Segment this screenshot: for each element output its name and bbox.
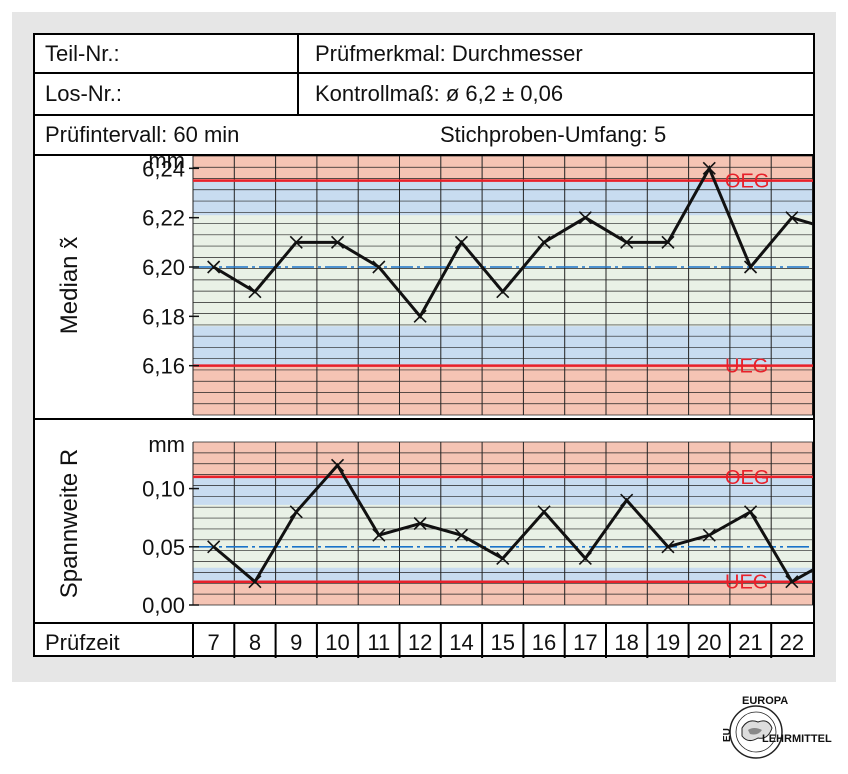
oeg-label: OEG	[725, 171, 769, 193]
data-point	[578, 551, 592, 565]
time-label: 12	[408, 630, 432, 655]
series	[207, 161, 813, 323]
ueg-label: UEG	[725, 572, 768, 594]
time-label: 21	[738, 630, 762, 655]
data-point	[413, 309, 427, 323]
data-point	[330, 458, 345, 472]
data-point	[785, 211, 799, 225]
data-point	[661, 540, 675, 554]
header-divider	[297, 74, 299, 114]
series-line	[212, 462, 813, 585]
lower-warning-band	[193, 581, 813, 605]
data-point	[248, 575, 262, 589]
los-nr-label: Los-Nr.:	[45, 81, 123, 106]
oeg-label: OEG	[725, 467, 769, 489]
data-point	[330, 235, 345, 249]
data-point	[207, 540, 221, 554]
y-axis-title: Spannweite R	[56, 449, 83, 598]
data-point	[537, 505, 551, 519]
y-axis-title: Median x̃	[56, 237, 83, 334]
time-label: 15	[491, 630, 515, 655]
y-tick-label: 0,05	[142, 535, 185, 560]
time-label: 20	[697, 630, 721, 655]
data-point	[620, 235, 634, 249]
europa-lehrmittel-logo: EUROPA EU LEHRMITTEL	[722, 695, 832, 759]
control-chart-card: Teil-Nr.: Prüfmerkmal: Durchmesser Los-N…	[33, 33, 815, 658]
logo-side-text: EU	[722, 728, 733, 742]
data-point	[207, 260, 221, 274]
unit-label: mm	[148, 432, 185, 457]
time-label: 19	[656, 630, 680, 655]
lower-warning-band	[193, 365, 813, 415]
upper-warning-band	[193, 442, 813, 477]
data-point	[413, 516, 427, 531]
time-label: 8	[249, 630, 261, 655]
y-tick-label: 6,18	[142, 304, 185, 329]
range-chart: OEG UEG 0,10 0,05 0,00 mm Spannweite R	[35, 418, 813, 618]
data-point	[289, 505, 303, 519]
median-chart: OEG UEG 6,24 6,22 6,20 6,18 6,16 mm Median x̃	[56, 156, 813, 416]
center-band	[193, 215, 813, 327]
header-row-1: Teil-Nr.: Prüfmerkmal: Durchmesser	[35, 35, 813, 74]
y-tick-label: 0,00	[142, 593, 185, 618]
data-point	[537, 235, 551, 249]
y-tick-label: 6,16	[142, 354, 185, 379]
time-label: 7	[208, 630, 220, 655]
header-divider	[297, 35, 299, 72]
data-point	[289, 235, 303, 249]
teil-nr-label: Teil-Nr.:	[45, 40, 120, 66]
logo-right-text: LEHRMITTEL	[762, 733, 832, 745]
data-point	[454, 235, 469, 249]
pruefzeit-label: Prüfzeit	[45, 630, 120, 655]
data-point	[743, 505, 758, 519]
data-point	[785, 575, 799, 589]
data-point	[578, 211, 592, 225]
data-point	[496, 285, 510, 299]
time-label: 11	[367, 630, 390, 655]
time-label: 16	[532, 630, 556, 655]
time-label: 22	[780, 630, 804, 655]
y-tick-label: 0,10	[142, 477, 185, 502]
header-row-2: Los-Nr.: Kontrollmaß: ø 6,2 ± 0,06	[35, 74, 813, 116]
ueg-label: UEG	[725, 356, 768, 378]
time-label: 18	[614, 630, 638, 655]
data-point	[248, 285, 262, 299]
data-point	[372, 260, 386, 274]
kontrollmass-label: Kontrollmaß: ø 6,2 ± 0,06	[315, 81, 564, 106]
time-label: 9	[290, 630, 302, 655]
data-point	[661, 235, 675, 249]
time-label: 14	[449, 630, 473, 655]
data-point	[454, 528, 469, 542]
control-chart-plot: OEG UEG 6,24 6,22 6,20 6,18 6,16 mm Median x̃ OE…	[35, 156, 813, 658]
header-row-3: Prüfintervall: 60 min Stichproben-Umfang…	[35, 116, 813, 156]
pruefmerkmal-label: Prüfmerkmal: Durchmesser	[315, 40, 583, 66]
y-tick-label: 6,24	[142, 156, 185, 181]
data-point	[702, 528, 716, 542]
pruefzeit-row: Prüfzeit 7 8 9 10 11 12 14 15 16 17 18 19 20 21 22	[35, 622, 813, 658]
stichprobe-label: Stichproben-Umfang: 5	[440, 122, 667, 147]
y-tick-label: 6,20	[142, 255, 185, 280]
data-point	[620, 493, 634, 507]
series	[207, 458, 813, 589]
logo-top-text: EUROPA	[742, 695, 788, 707]
time-label: 10	[325, 630, 349, 655]
upper-warning-band	[193, 156, 813, 181]
data-point	[496, 551, 510, 565]
time-label: 17	[573, 630, 597, 655]
data-point	[372, 528, 386, 542]
y-tick-label: 6,22	[142, 206, 185, 231]
data-point	[743, 260, 758, 274]
unit-label: mm	[148, 156, 185, 173]
series-line	[212, 164, 813, 319]
data-point	[702, 161, 716, 175]
pruefintervall-label: Prüfintervall: 60 min	[45, 122, 240, 147]
